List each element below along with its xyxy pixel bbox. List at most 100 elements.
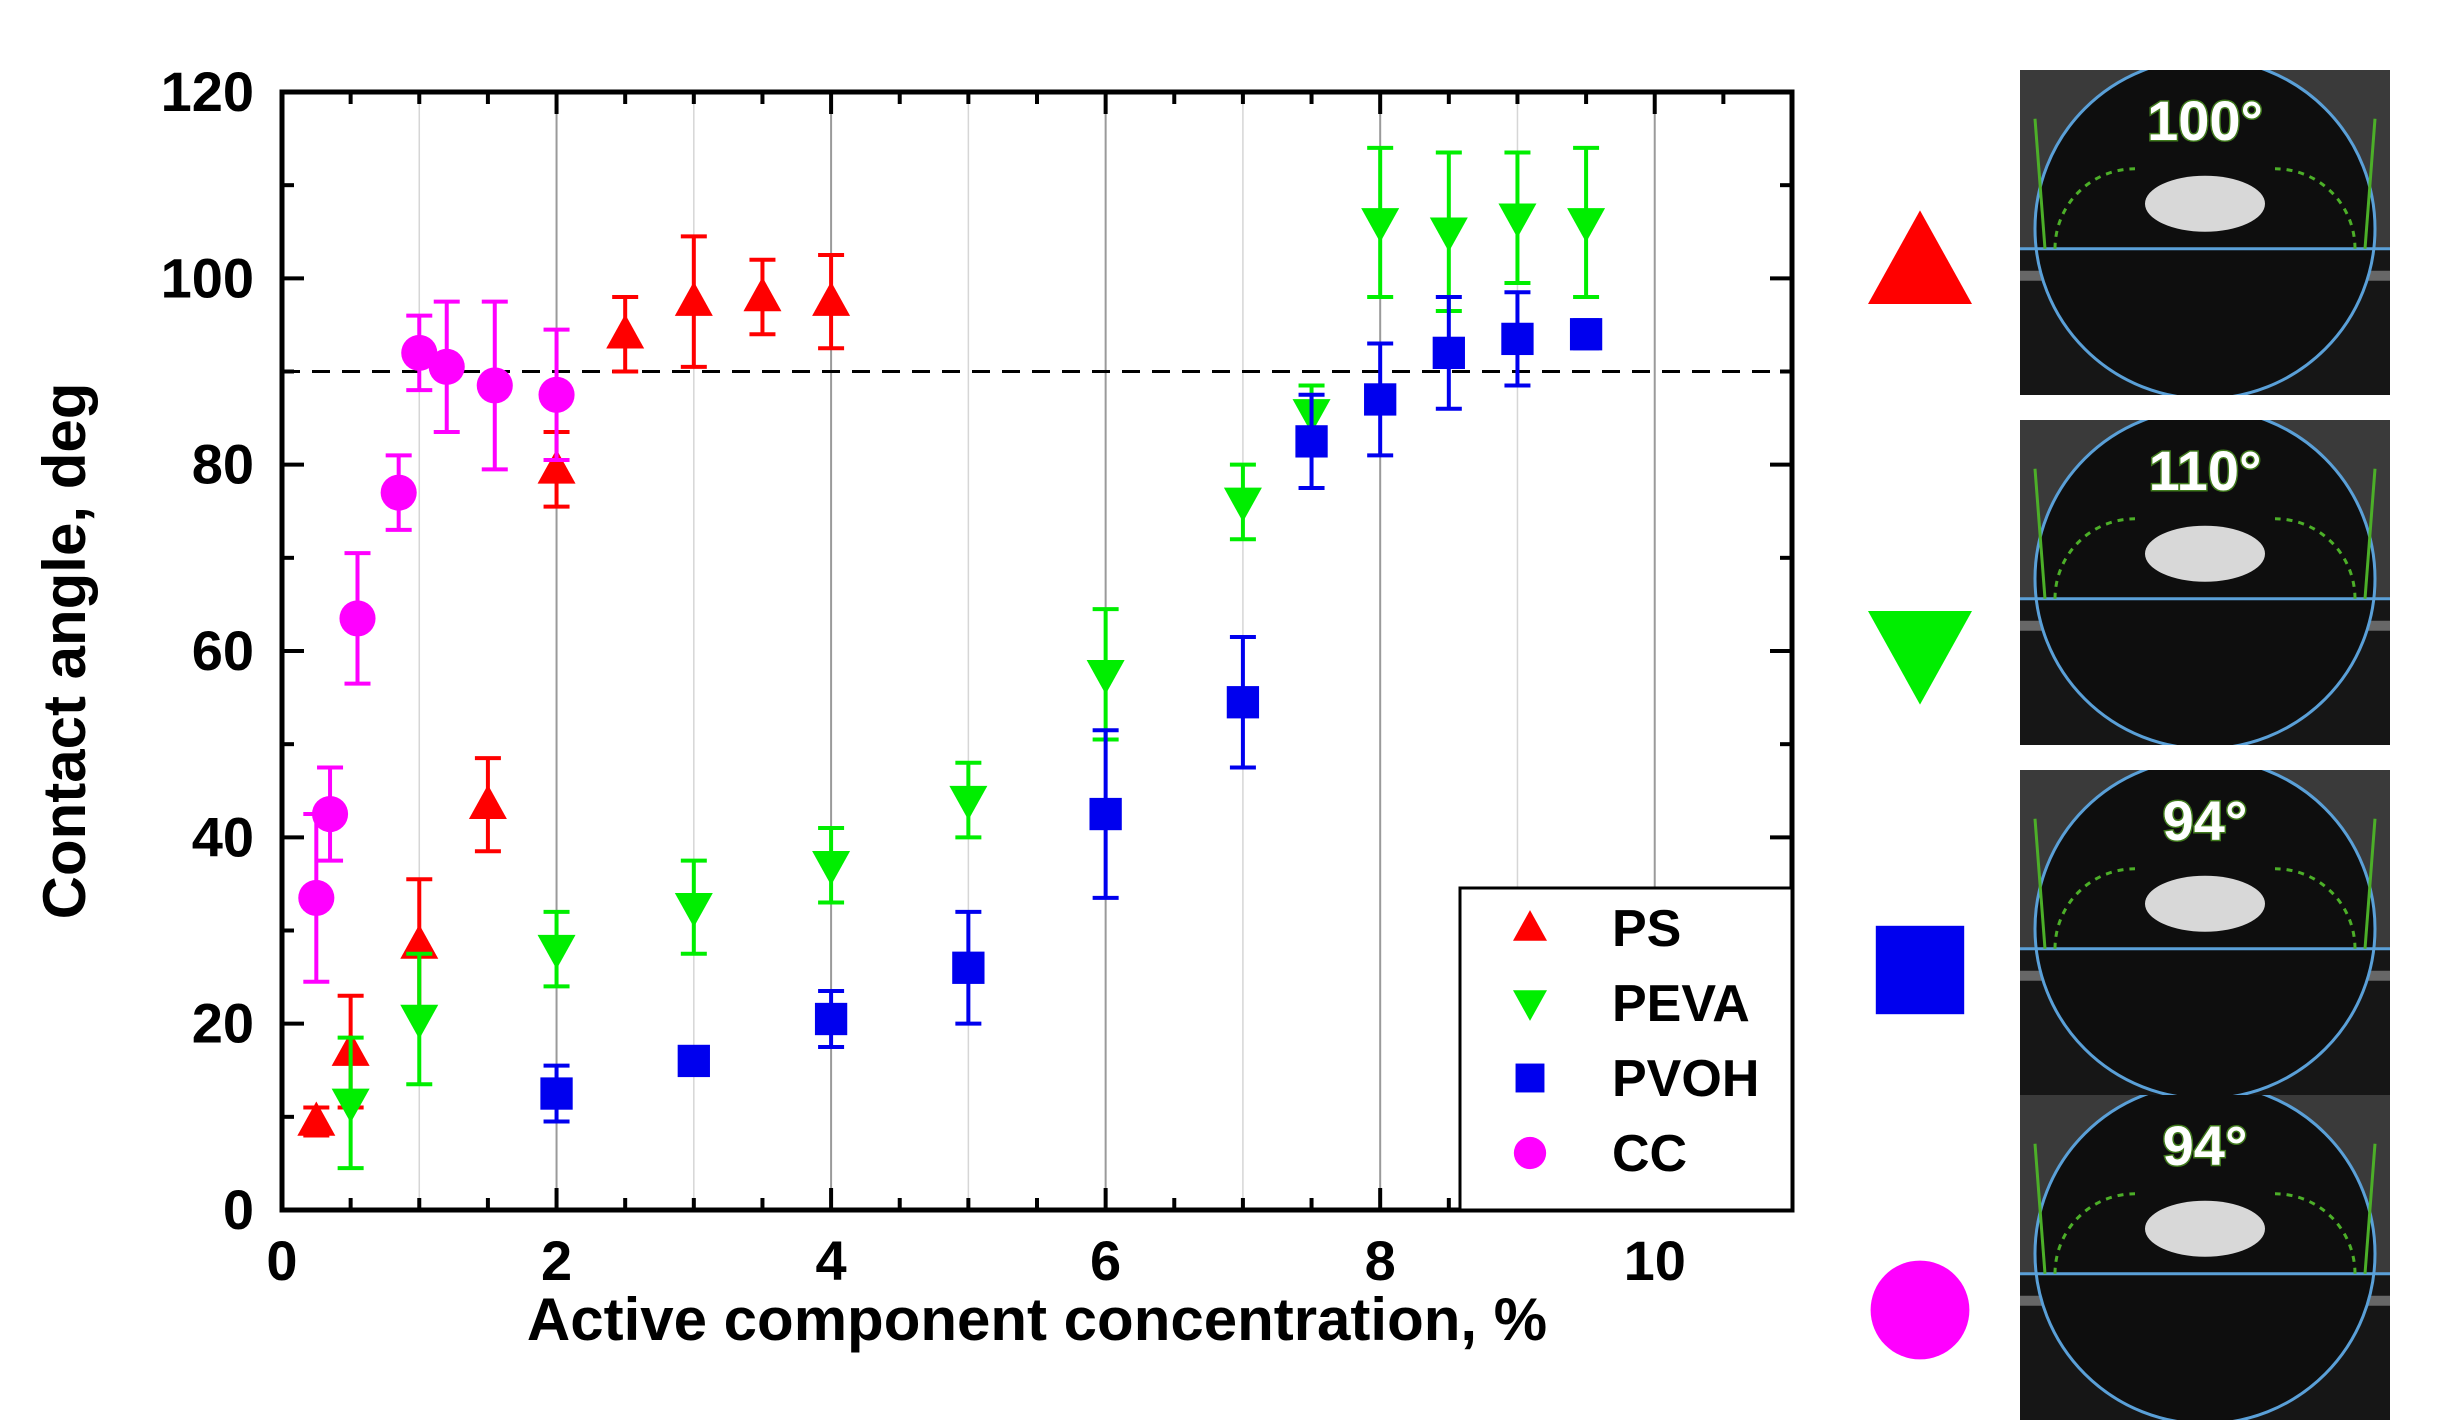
droplet-inset-cc: 94° (2020, 1095, 2390, 1420)
data-point (1364, 383, 1397, 416)
tangent-arc-left (2053, 867, 2136, 949)
data-point (1429, 217, 1468, 252)
tangent-line-right (2363, 1143, 2377, 1274)
angle-label: 110° (2149, 439, 2262, 502)
tangent-line-right (2363, 818, 2377, 949)
data-point (1498, 203, 1537, 238)
legend-label-peva: PEVA (1612, 975, 1750, 1033)
droplet (2033, 70, 2377, 395)
legend-marker-cc (1513, 1136, 1547, 1170)
side-marker-peva (1868, 611, 1972, 705)
x-axis-title: Active component concentration, % (527, 1286, 1547, 1353)
droplet-highlight (2145, 175, 2265, 232)
data-point (476, 367, 513, 404)
droplet-highlight (2145, 875, 2265, 932)
x-axis-ticks: 0 2 4 6 8 10 (266, 92, 1794, 1292)
tangent-line-left (2033, 468, 2047, 599)
tangent-arc-right (2274, 1192, 2357, 1274)
data-point (401, 334, 438, 371)
data-point (540, 1077, 573, 1110)
x-tick-label: 2 (541, 1229, 572, 1292)
plot-area: 0 2 4 6 8 10 0 20 40 60 80 100 120 (161, 60, 1795, 1292)
data-point (952, 951, 985, 984)
x-tick-label: 10 (1624, 1229, 1686, 1292)
side-marker-pvoh (1875, 925, 1965, 1015)
x-tick-label: 8 (1365, 1229, 1396, 1292)
legend-label-pvoh: PVOH (1612, 1050, 1759, 1108)
tangent-line-right (2363, 118, 2377, 249)
data-point (537, 449, 576, 484)
data-point (814, 1002, 848, 1036)
data-point (428, 348, 465, 385)
tangent-line-right (2363, 468, 2377, 599)
droplet-insets: 100° 110° 94° 94° (2020, 70, 2390, 1420)
data-point (380, 474, 417, 511)
legend-marker-ps (1513, 910, 1547, 941)
tangent-arc-right (2274, 167, 2357, 249)
y-tick-label: 0 (223, 1178, 254, 1241)
data-point (297, 1101, 336, 1136)
tangent-line-left (2033, 818, 2047, 949)
data-point (606, 314, 645, 349)
data-point (537, 934, 576, 970)
side-marker-ps (1868, 210, 1972, 304)
legend-marker-pvoh (1515, 1063, 1545, 1093)
data-point (1569, 318, 1603, 351)
tangent-arc-right (2274, 867, 2357, 949)
series-pvoh (540, 290, 1603, 1124)
y-tick-label: 80 (192, 433, 254, 496)
data-point (468, 784, 507, 819)
droplet-inset-ps: 100° (2020, 70, 2390, 395)
tangent-line-left (2033, 118, 2047, 249)
tangent-arc-left (2053, 1192, 2136, 1274)
droplet (2033, 770, 2377, 1095)
data-point (1567, 208, 1606, 243)
data-point (1295, 425, 1328, 458)
droplet-inset-pvoh: 94° (2020, 770, 2390, 1095)
data-point (674, 281, 713, 316)
tangent-arc-left (2053, 517, 2136, 599)
x-tick-label: 6 (1090, 1229, 1121, 1292)
side-marker-cc (1870, 1260, 1970, 1360)
x-tick-label: 0 (266, 1229, 297, 1292)
data-point (400, 1004, 439, 1039)
data-point (400, 924, 439, 959)
data-series (297, 145, 1606, 1171)
series-peva (331, 145, 1606, 1171)
angle-label: 94° (2163, 789, 2248, 852)
legend-label-cc: CC (1612, 1125, 1687, 1183)
data-point (538, 376, 575, 413)
legend-marker-peva (1513, 990, 1547, 1021)
y-tick-label: 100 (161, 246, 254, 309)
data-point (812, 281, 851, 316)
droplet-inset-peva: 110° (2020, 420, 2390, 745)
data-point (1361, 208, 1400, 243)
data-point (311, 795, 349, 833)
data-point (949, 785, 988, 821)
y-tick-label: 20 (192, 992, 254, 1055)
data-point (298, 879, 335, 916)
y-tick-label: 40 (192, 805, 254, 868)
data-point (743, 277, 782, 312)
side-markers (1868, 210, 1972, 1360)
tangent-line-left (2033, 1143, 2047, 1274)
data-point (1432, 336, 1465, 370)
data-point (1086, 660, 1125, 695)
data-point (677, 1044, 710, 1078)
tangent-arc-left (2053, 167, 2136, 249)
legend: PS PEVA PVOH CC (1458, 886, 1794, 1212)
data-point (812, 851, 851, 886)
tangent-arc-right (2274, 517, 2357, 599)
angle-label: 100° (2147, 89, 2263, 152)
legend-label-ps: PS (1612, 900, 1681, 958)
y-tick-label: 60 (192, 619, 254, 682)
data-point (331, 1088, 370, 1123)
y-axis-title: Contact angle, deg (31, 383, 98, 920)
angle-label: 94° (2163, 1114, 2248, 1177)
data-point (339, 600, 376, 637)
droplet-highlight (2145, 525, 2265, 582)
data-point (1223, 487, 1262, 522)
series-cc (298, 299, 575, 984)
data-point (1501, 322, 1534, 356)
